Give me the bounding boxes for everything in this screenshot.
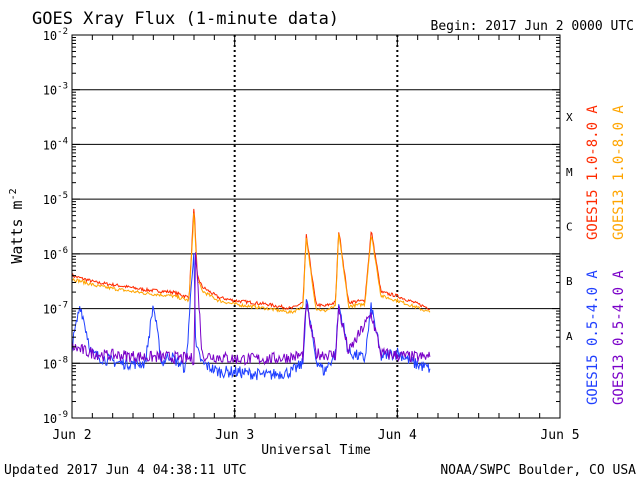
y-tick-label-1: 10-3 (43, 82, 68, 98)
legend-item-2: GOES15 0.5-4.0 A (585, 270, 601, 405)
legend-item-0: GOES15 1.0-8.0 A (585, 105, 601, 240)
y-tick-label-2: 10-4 (43, 136, 68, 152)
axis-layer: 10-2 10-3 10-4 10-5 10-6 10-7 10-8 10-9 Jun 2 Jun… (43, 27, 580, 443)
legend-label-2: GOES15 0.5-4.0 A (585, 270, 601, 405)
flare-class-c: C (566, 221, 573, 234)
y-tick-label-4: 10-6 (43, 246, 68, 262)
x-axis-label: Universal Time (261, 443, 371, 458)
x-tick-label-0: Jun 2 (52, 428, 91, 443)
series-line-3 (71, 252, 431, 366)
flare-class-a: A (566, 330, 573, 343)
flare-class-b: B (566, 275, 573, 288)
y-axis-label: Watts m-2 (8, 188, 26, 263)
begin-label: Begin: 2017 Jun 2 0000 UTC (431, 19, 635, 34)
y-tick-label-0: 10-2 (43, 27, 68, 43)
footer-credit: NOAA/SWPC Boulder, CO USA (440, 463, 636, 478)
y-tick-label-6: 10-8 (43, 355, 68, 371)
chart-title: GOES Xray Flux (1-minute data) (32, 9, 339, 29)
legend-item-3: GOES13 0.5-4.0 A (611, 270, 627, 405)
flare-class-m: M (566, 166, 573, 179)
legend-label-3: GOES13 0.5-4.0 A (611, 270, 627, 405)
series-layer (71, 208, 431, 381)
legend-label-0: GOES15 1.0-8.0 A (585, 105, 601, 240)
x-tick-label-1: Jun 3 (215, 428, 254, 443)
y-tick-label-5: 10-7 (43, 301, 68, 317)
legend-label-1: GOES13 1.0-8.0 A (611, 105, 627, 240)
flare-class-x: X (566, 111, 573, 124)
legend-item-1: GOES13 1.0-8.0 A (611, 105, 627, 240)
series-line-1 (71, 213, 431, 314)
series-line-0 (71, 208, 431, 311)
legend: GOES15 1.0-8.0 A GOES13 1.0-8.0 A GOES15 0… (585, 105, 627, 405)
x-tick-label-2: Jun 4 (378, 428, 417, 443)
footer-updated: Updated 2017 Jun 4 04:38:11 UTC (4, 463, 247, 478)
x-tick-label-3: Jun 5 (540, 428, 579, 443)
series-line-2 (71, 253, 431, 381)
y-tick-label-7: 10-9 (43, 410, 68, 426)
y-tick-label-3: 10-5 (43, 191, 68, 207)
